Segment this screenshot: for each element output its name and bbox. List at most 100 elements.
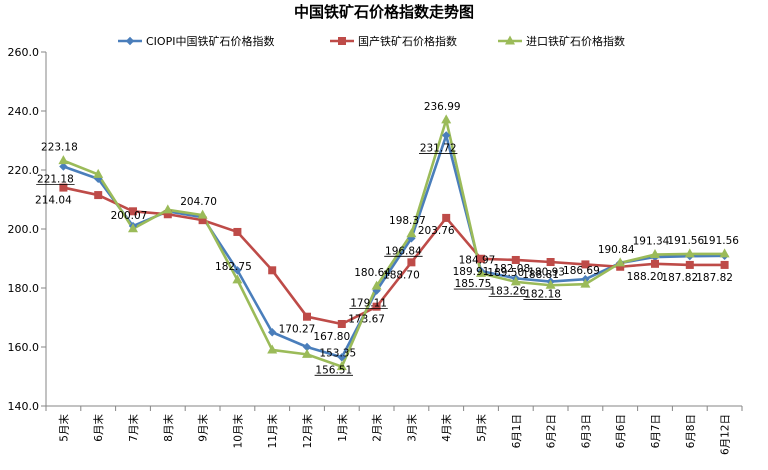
- data-label: 189.91: [453, 266, 490, 278]
- data-label: 187.82: [696, 272, 733, 284]
- data-label: 198.37: [389, 215, 426, 227]
- x-tick-label: 6月7日: [650, 414, 662, 448]
- data-point: [128, 223, 138, 233]
- data-point: [442, 131, 451, 140]
- data-label: 182.08: [493, 263, 530, 275]
- x-tick-label: 8月末: [162, 414, 175, 442]
- data-label: 180.64: [354, 267, 391, 279]
- data-point: [545, 279, 556, 289]
- x-tick-label: 5月末: [57, 414, 70, 442]
- data-label: 183.26: [489, 285, 526, 297]
- data-point: [407, 258, 416, 267]
- data-point: [511, 255, 520, 264]
- data-point: [371, 280, 382, 290]
- x-tick-label: 6月3日: [580, 414, 592, 448]
- data-point: [546, 258, 555, 267]
- data-point: [372, 302, 381, 311]
- plot-area: [58, 114, 730, 371]
- data-point: [59, 162, 68, 171]
- data-label: 170.27: [279, 324, 316, 336]
- legend-label-2: 进口铁矿石价格指数: [526, 34, 625, 48]
- data-label: 203.76: [418, 225, 455, 237]
- data-point: [476, 267, 486, 277]
- data-point: [719, 248, 730, 258]
- data-label: 204.70: [180, 196, 217, 208]
- y-tick-label: 160.0: [8, 341, 40, 354]
- data-point: [198, 216, 207, 225]
- data-label: 186.69: [563, 265, 600, 277]
- data-point: [406, 228, 417, 238]
- x-tick-label: 12月末: [301, 414, 314, 449]
- x-tick-label: 6月6日: [615, 414, 627, 448]
- x-tick-label: 3月末: [405, 414, 418, 442]
- legend-label-0: CIOPI中国铁矿石价格指数: [146, 34, 274, 48]
- data-point: [337, 353, 346, 362]
- data-point: [337, 319, 346, 328]
- data-point: [441, 114, 452, 124]
- data-label: 231.72: [420, 142, 457, 154]
- series-line-2: [62, 118, 725, 368]
- data-point: [163, 210, 172, 219]
- data-point: [651, 259, 659, 268]
- data-point: [129, 207, 137, 216]
- data-point: [268, 328, 277, 337]
- data-point: [336, 361, 347, 371]
- data-point: [233, 227, 242, 236]
- data-label: 180.93: [528, 266, 565, 278]
- x-tick-label: 6月8日: [685, 414, 697, 448]
- x-tick-label: 9月末: [197, 414, 210, 442]
- x-tick-label: 2月末: [371, 414, 384, 442]
- data-label: 221.18: [37, 174, 74, 186]
- data-point: [268, 266, 277, 275]
- data-point: [59, 183, 68, 192]
- data-point: [650, 249, 660, 259]
- data-label: 236.99: [424, 101, 461, 113]
- data-label: 184.97: [459, 254, 496, 266]
- axes: 140.0 160.0 180.0 200.0 220.0 240.0 260.0 5月末 6月…: [8, 46, 743, 455]
- x-tick-label: 11月末: [266, 414, 279, 449]
- data-label: 188.81: [522, 269, 559, 281]
- legend-marker-1: [338, 37, 346, 45]
- y-tick-label: 140.0: [8, 400, 40, 413]
- data-point: [442, 213, 451, 222]
- x-tick-label: 1月末: [336, 414, 349, 442]
- data-point: [303, 312, 311, 321]
- chart-title: 中国铁矿石价格指数走势图: [294, 3, 474, 21]
- x-tick-label: 5月末: [475, 414, 488, 442]
- data-point: [685, 260, 694, 269]
- data-point: [233, 266, 242, 275]
- x-tick-label: 6月末: [92, 414, 105, 442]
- data-point: [580, 278, 591, 288]
- x-tick-label: 4月末: [440, 414, 453, 442]
- data-point: [58, 155, 69, 165]
- data-point: [94, 191, 103, 200]
- y-tick-label: 260.0: [8, 46, 40, 59]
- data-label: 153.35: [319, 348, 356, 360]
- data-label: 182.75: [215, 261, 252, 273]
- data-point: [615, 257, 626, 267]
- x-tick-label: 7月末: [127, 414, 140, 442]
- y-tick-label: 220.0: [8, 164, 40, 177]
- data-label: 191.34: [633, 236, 670, 248]
- data-point: [197, 209, 208, 219]
- data-point: [162, 204, 173, 214]
- legend-label-1: 国产铁矿石价格指数: [358, 34, 457, 48]
- data-label: 190.84: [598, 244, 635, 256]
- y-tick-label: 240.0: [8, 105, 40, 118]
- data-point: [232, 274, 243, 284]
- data-point: [684, 248, 695, 258]
- data-point: [267, 344, 278, 354]
- data-label: 179.11: [350, 298, 387, 310]
- data-label: 188.20: [627, 271, 664, 283]
- x-tick-label: 6月2日: [546, 414, 558, 448]
- data-label: 167.80: [313, 331, 350, 343]
- x-tick-label: 10月末: [231, 414, 244, 449]
- data-label: 187.82: [661, 272, 698, 284]
- data-label: 189.50: [487, 267, 524, 279]
- data-label: 173.67: [348, 314, 385, 326]
- data-label: 223.18: [41, 142, 78, 154]
- x-tick-label: 6月12日: [720, 414, 732, 455]
- data-label: 214.04: [35, 195, 72, 207]
- legend: CIOPI中国铁矿石价格指数 国产铁矿石价格指数 进口铁矿石价格指数: [118, 34, 625, 48]
